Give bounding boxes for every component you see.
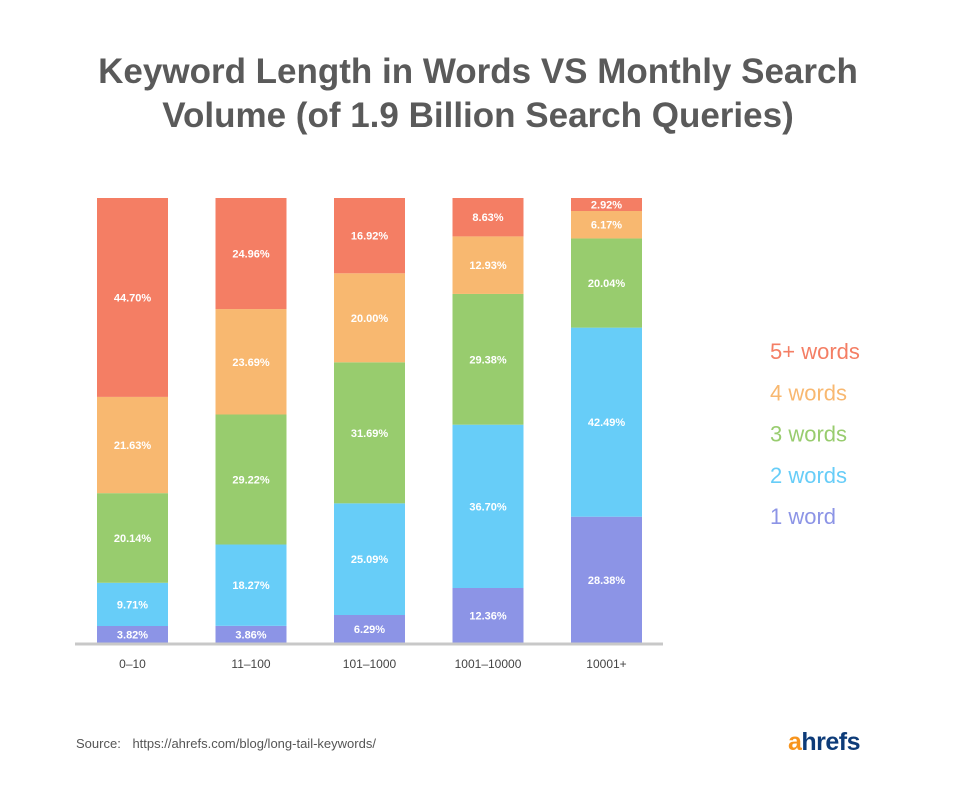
- data-label-10001-1-word: 28.38%: [588, 575, 626, 587]
- data-label-10001-2-words: 42.49%: [588, 417, 626, 429]
- data-label-1001-10000-1-word: 12.36%: [469, 610, 507, 622]
- bar-segment-11-100-1-word: [215, 625, 287, 643]
- x-tick-label-1001-10000: 1001–10000: [455, 657, 522, 671]
- source-url[interactable]: https://ahrefs.com/blog/long-tail-keywor…: [132, 736, 376, 751]
- bar-segment-10001-3-words: [571, 238, 642, 328]
- bar-segment-101-1000-4-words: [334, 273, 405, 363]
- x-tick-label-0-10: 0–10: [119, 657, 146, 671]
- data-label-0-10-4-words: 21.63%: [114, 440, 152, 452]
- data-label-101-1000-4-words: 20.00%: [351, 313, 389, 325]
- bar-segment-1001-10000-2-words: [452, 424, 524, 588]
- legend-item-3-words: 3 words: [770, 422, 847, 447]
- data-label-10001-5-words: 2.92%: [591, 199, 622, 211]
- legend-item-4-words: 4 words: [770, 380, 847, 405]
- bar-segment-1001-10000-3-words: [452, 293, 524, 425]
- bar-segment-0-10-4-words: [97, 396, 168, 494]
- chart-title-line-1: Keyword Length in Words VS Monthly Searc…: [98, 52, 858, 91]
- data-label-11-100-2-words: 18.27%: [232, 580, 270, 592]
- data-label-101-1000-2-words: 25.09%: [351, 554, 389, 566]
- source-label: Source:: [76, 736, 121, 751]
- chart-title-line-2: Volume (of 1.9 Billion Search Queries): [162, 96, 794, 135]
- data-label-11-100-1-word: 3.86%: [235, 629, 266, 641]
- bar-segment-1001-10000-4-words: [452, 236, 524, 294]
- data-label-1001-10000-3-words: 29.38%: [469, 354, 507, 366]
- legend-item-1-word: 1 word: [770, 504, 836, 529]
- data-label-11-100-5-words: 24.96%: [232, 249, 270, 261]
- bar-segment-10001-5-words: [571, 198, 642, 211]
- bar-segment-0-10-2-words: [97, 582, 168, 627]
- chart-title: Keyword Length in Words VS Monthly Searc…: [0, 50, 956, 138]
- x-tick-label-11-100: 11–100: [231, 657, 270, 671]
- bar-segment-10001-2-words: [571, 327, 642, 517]
- data-label-101-1000-1-word: 6.29%: [354, 624, 385, 636]
- source-note: Source: https://ahrefs.com/blog/long-tai…: [76, 736, 376, 751]
- bar-segment-0-10-3-words: [97, 493, 168, 583]
- ahrefs-logo: ahrefs: [788, 728, 861, 757]
- bar-segment-1001-10000-1-word: [452, 587, 524, 643]
- data-label-1001-10000-2-words: 36.70%: [469, 501, 507, 513]
- data-label-0-10-1-word: 3.82%: [117, 630, 148, 642]
- data-label-11-100-3-words: 29.22%: [232, 475, 270, 487]
- data-label-10001-3-words: 20.04%: [588, 278, 626, 290]
- bar-segment-101-1000-1-word: [334, 615, 405, 643]
- data-label-0-10-3-words: 20.14%: [114, 533, 152, 545]
- bar-segment-0-10-1-word: [97, 626, 168, 643]
- x-tick-labels: 0–10 11–100 101–1000 1001–10000 10001+: [119, 657, 627, 671]
- data-label-0-10-5-words: 44.70%: [114, 292, 152, 304]
- bar-segment-1001-10000-5-words: [452, 198, 524, 237]
- data-label-1001-10000-5-words: 8.63%: [472, 212, 503, 224]
- bar-segment-10001-1-word: [571, 516, 642, 643]
- data-label-10001-4-words: 6.17%: [591, 220, 622, 232]
- bar-segment-101-1000-2-words: [334, 503, 405, 616]
- logo-rest-text: hrefs: [801, 728, 861, 756]
- bar-segment-11-100-2-words: [215, 544, 287, 626]
- data-label-101-1000-5-words: 16.92%: [351, 231, 389, 243]
- bar-segment-101-1000-5-words: [334, 198, 405, 274]
- bar-segment-11-100-4-words: [215, 309, 287, 415]
- legend: 5+ words 4 words 3 words 2 words 1 word: [770, 339, 860, 529]
- legend-item-5-words: 5+ words: [770, 339, 860, 364]
- bar-segment-0-10-5-words: [97, 198, 168, 397]
- x-tick-label-10001: 10001+: [586, 657, 626, 671]
- bar-segment-101-1000-3-words: [334, 362, 405, 504]
- bar-segment-11-100-3-words: [215, 414, 287, 545]
- bar-segment-11-100-5-words: [215, 198, 287, 310]
- bar-segment-10001-4-words: [571, 210, 642, 239]
- data-label-101-1000-3-words: 31.69%: [351, 428, 389, 440]
- x-tick-label-101-1000: 101–1000: [343, 657, 397, 671]
- legend-item-2-words: 2 words: [770, 463, 847, 488]
- logo-accent-letter: a: [788, 728, 802, 756]
- data-label-1001-10000-4-words: 12.93%: [469, 260, 507, 272]
- bars-group: 3.82% 9.71% 20.14% 21.63% 44.70% 3.86% 18.27% 2…: [97, 198, 642, 643]
- data-label-11-100-4-words: 23.69%: [232, 357, 270, 369]
- data-label-0-10-2-words: 9.71%: [117, 599, 148, 611]
